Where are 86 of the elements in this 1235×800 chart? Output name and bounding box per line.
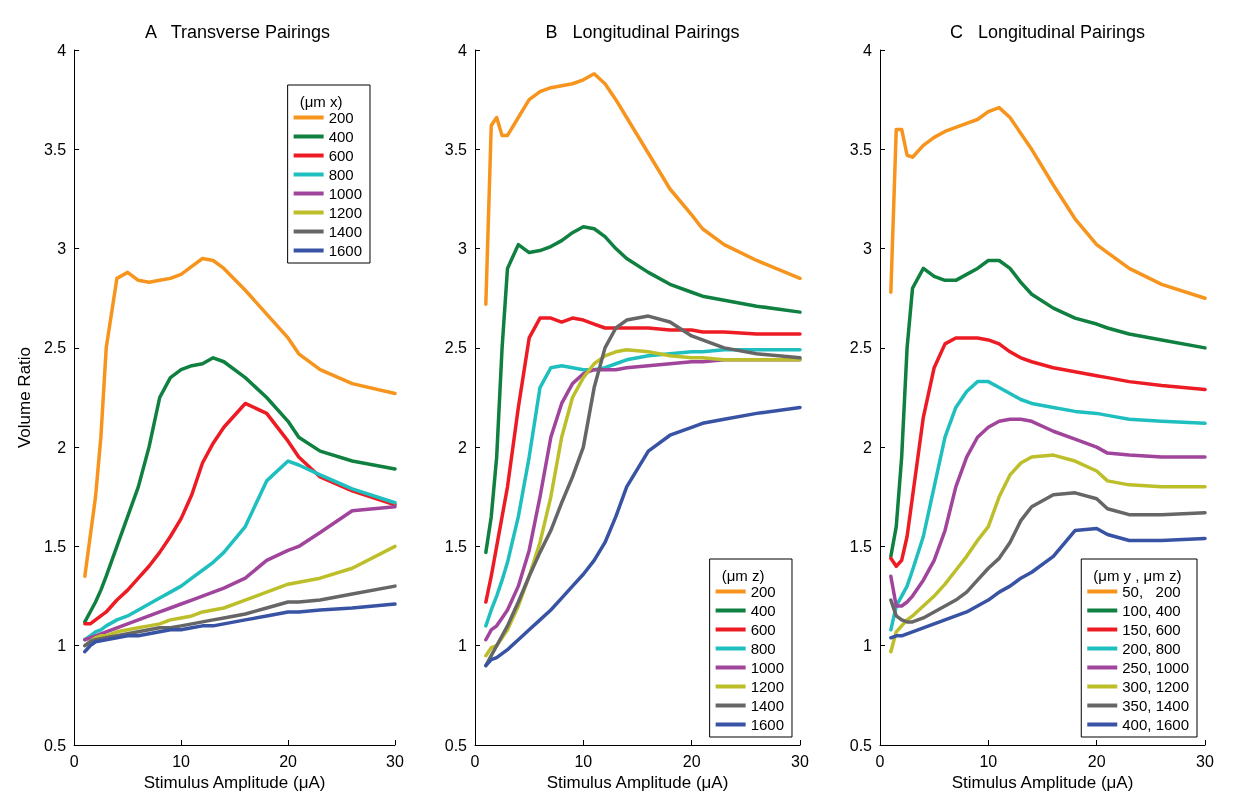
y-tick-label: 2 (57, 438, 67, 456)
line-series (889, 491, 1207, 624)
legend-label: 400 (328, 128, 354, 145)
legend-title: (μm x) (299, 93, 343, 110)
line-series (83, 256, 397, 578)
y-tick-label: 3 (863, 240, 873, 258)
legend-label: 300, 1200 (1122, 678, 1189, 695)
chart-title: A Transverse Pairings (144, 22, 331, 42)
y-tick-label: 1.5 (43, 537, 67, 555)
x-tick-label: 20 (279, 752, 298, 770)
line-series (889, 417, 1207, 608)
x-axis-title: Stimulus Amplitude (μA) (546, 772, 729, 792)
y-tick-label: 0.5 (849, 736, 873, 754)
legend-label: 1000 (750, 659, 785, 676)
x-axis-title: Stimulus Amplitude (μA) (143, 772, 326, 792)
y-tick-label: 2 (863, 438, 873, 456)
line-series (889, 453, 1207, 654)
legend-label: 400, 1600 (1122, 716, 1189, 733)
line-series (484, 316, 802, 604)
line-series (83, 504, 397, 642)
x-tick-label: 30 (386, 752, 404, 770)
y-tick-label: 3 (57, 240, 67, 258)
legend-title: (μm y , μm z) (1093, 567, 1182, 584)
y-tick-label: 3.5 (43, 140, 67, 158)
y-tick-label: 4 (863, 41, 873, 59)
legend-label: 1400 (750, 697, 785, 714)
line-series (484, 224, 802, 555)
x-axis-title: Stimulus Amplitude (μA) (951, 772, 1134, 792)
y-tick-label: 1 (458, 637, 468, 655)
legend-label: 200, 800 (1122, 640, 1181, 657)
y-tick-label: 1 (863, 637, 873, 655)
line-series (889, 258, 1207, 559)
x-tick-label: 0 (69, 752, 79, 770)
x-tick-label: 10 (172, 752, 191, 770)
x-tick-label: 30 (791, 752, 809, 770)
legend-label: 200 (750, 583, 776, 600)
line-series (484, 72, 802, 306)
y-tick-label: 4 (458, 41, 468, 59)
x-tick-label: 30 (1196, 752, 1214, 770)
legend-label: 150, 600 (1122, 621, 1181, 638)
legend-label: 1600 (750, 716, 785, 733)
line-series (83, 356, 397, 624)
x-tick-label: 10 (979, 752, 998, 770)
legend-label: 100, 400 (1122, 602, 1181, 619)
line-series (889, 526, 1207, 640)
legend-label: 200 (328, 109, 354, 126)
y-tick-label: 1.5 (444, 537, 468, 555)
line-series (889, 105, 1207, 300)
x-tick-label: 20 (1087, 752, 1106, 770)
line-series (83, 584, 397, 648)
legend-label: 600 (328, 147, 354, 164)
y-tick-label: 3.5 (849, 140, 873, 158)
legend-title: (μm z) (721, 567, 765, 584)
legend-label: 1200 (328, 204, 363, 221)
legend-label: 350, 1400 (1122, 697, 1189, 714)
y-tick-label: 3.5 (444, 140, 468, 158)
y-tick-label: 3 (458, 240, 468, 258)
x-tick-label: 10 (574, 752, 593, 770)
line-series (83, 602, 397, 654)
y-tick-label: 0.5 (43, 736, 67, 754)
legend-label: 600 (750, 621, 776, 638)
legend-label: 1200 (750, 678, 785, 695)
chart-title: B Longitudinal Pairings (545, 22, 740, 42)
y-tick-label: 4 (57, 41, 67, 59)
legend-label: 250, 1000 (1122, 659, 1189, 676)
y-tick-label: 0.5 (444, 736, 468, 754)
legend-label: 400 (750, 602, 776, 619)
line-series (83, 401, 397, 626)
legend-label: 50, 200 (1122, 583, 1181, 600)
y-tick-label: 2.5 (849, 339, 873, 357)
y-tick-label: 1 (57, 637, 67, 655)
line-series (889, 336, 1207, 569)
legend-label: 1000 (328, 185, 363, 202)
x-tick-label: 0 (470, 752, 480, 770)
legend-label: 1400 (328, 223, 363, 240)
y-tick-label: 2 (458, 438, 468, 456)
y-tick-label: 2.5 (444, 339, 468, 357)
legend-label: 800 (750, 640, 776, 657)
legend-label: 800 (328, 166, 354, 183)
x-tick-label: 0 (875, 752, 885, 770)
y-axis-title: Volume Ratio (15, 346, 34, 449)
legend-label: 1600 (328, 242, 363, 259)
y-tick-label: 1.5 (849, 537, 873, 555)
x-tick-label: 20 (682, 752, 701, 770)
chart-title: C Longitudinal Pairings (949, 22, 1146, 42)
y-tick-label: 2.5 (43, 339, 67, 357)
